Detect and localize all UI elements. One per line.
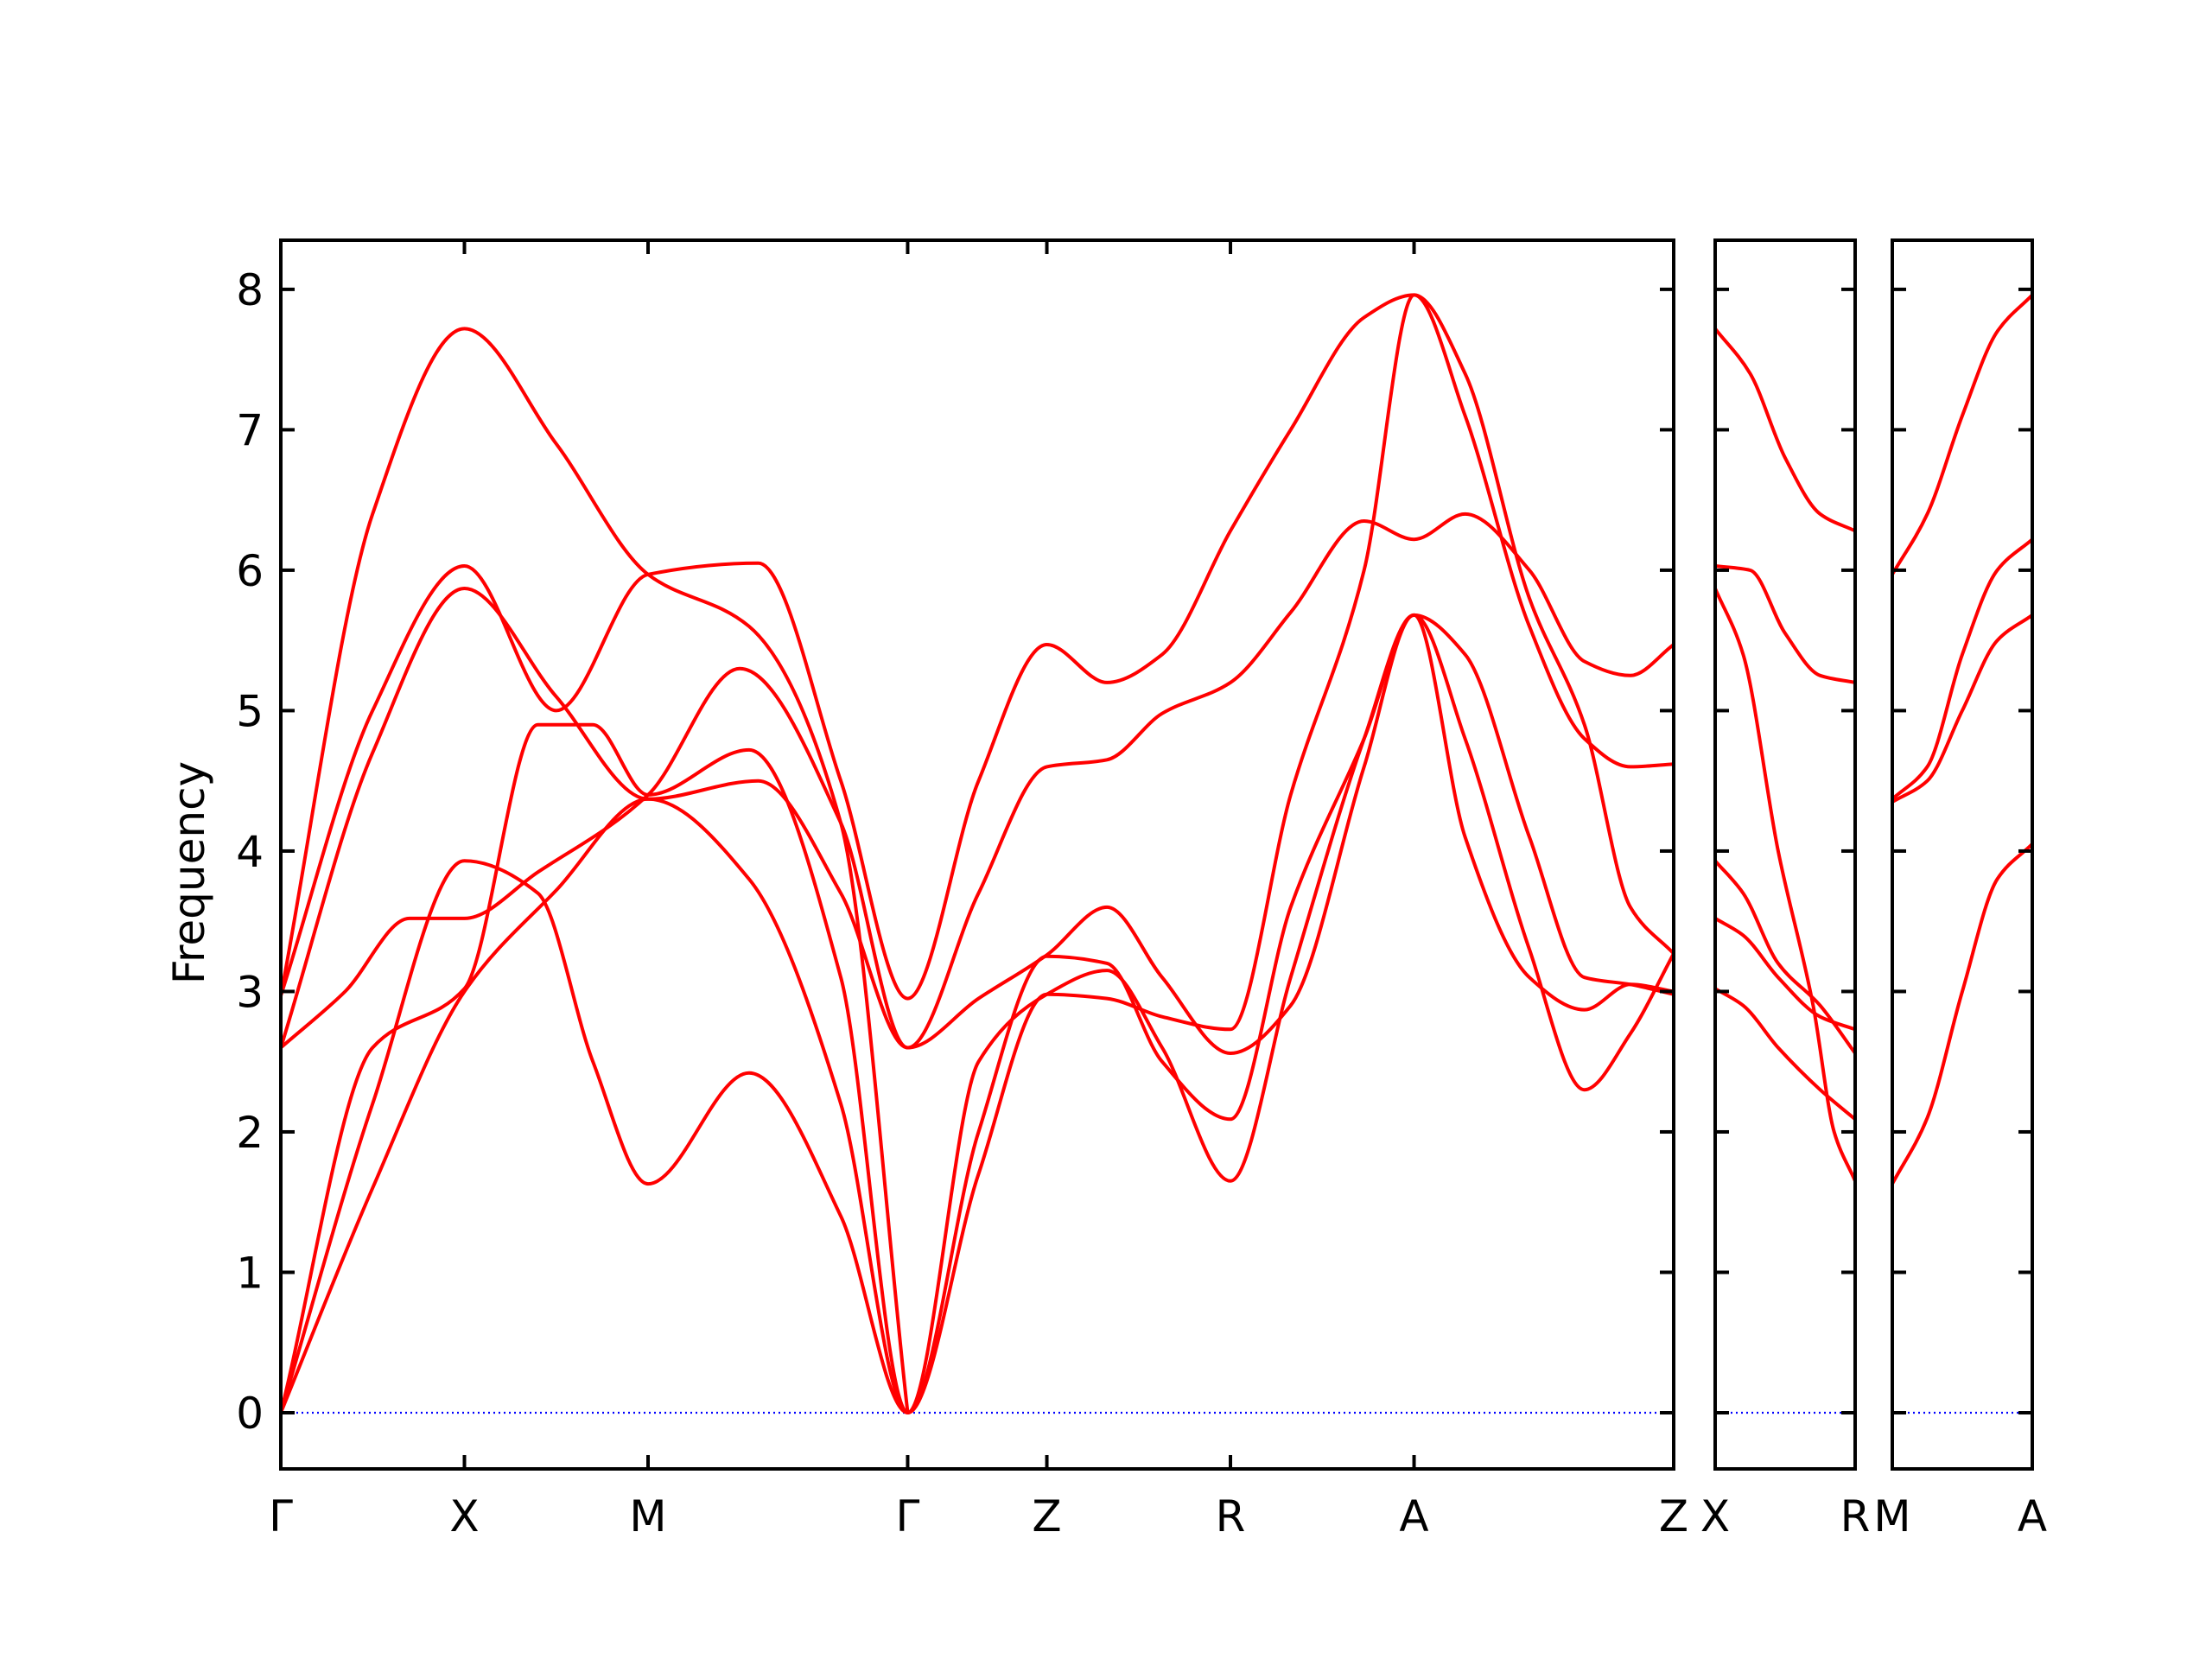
band-line-6 (1715, 987, 1855, 1122)
y-tick-label: 4 (236, 827, 264, 877)
y-axis-label: Frequency (164, 761, 214, 984)
band-line-3 (1715, 587, 1855, 1183)
band-line-6 (281, 293, 1674, 1001)
x-tick-label: Z (1659, 1491, 1688, 1541)
band-line-1 (281, 293, 1674, 1414)
y-tick-label: 6 (236, 546, 264, 596)
band-line-5 (281, 512, 1674, 1050)
x-tick-label: M (629, 1491, 666, 1541)
band-line-4 (1715, 859, 1855, 1055)
bands-group (281, 293, 1674, 1414)
y-tick-label: 0 (236, 1389, 264, 1439)
band-line-3 (281, 613, 1674, 1414)
panel-frame (279, 238, 1675, 1471)
y-tick-label: 5 (236, 686, 264, 736)
x-tick-label: X (1700, 1491, 1730, 1541)
y-tick-label: 8 (236, 265, 264, 315)
band-line-1 (1892, 293, 2032, 576)
band-line-7 (281, 327, 910, 1414)
x-tick-label: Z (1032, 1491, 1061, 1541)
y-tick-label: 3 (236, 967, 264, 1017)
band-line-2 (281, 613, 1674, 1414)
y-tick-label: 1 (236, 1248, 264, 1298)
x-tick-label: A (2018, 1491, 2047, 1541)
band-line-4 (281, 613, 1674, 1055)
bands-group (1715, 327, 1855, 1183)
bands-group (1892, 293, 2032, 1186)
y-tick-label: 7 (236, 405, 264, 455)
x-tick-label: X (449, 1491, 479, 1541)
band-line-2 (1892, 537, 2032, 801)
band-line-1 (1715, 327, 1855, 533)
x-tick-label: M (1873, 1491, 1910, 1541)
y-tick-label: 2 (236, 1108, 264, 1158)
band-line-5 (1715, 916, 1855, 1032)
x-tick-label: A (1399, 1491, 1428, 1541)
band-line-4 (1892, 842, 2032, 1186)
panel-frame (1891, 238, 2034, 1471)
x-tick-label: Γ (896, 1491, 920, 1541)
x-tick-label: Γ (269, 1491, 293, 1541)
band-line-2 (1715, 564, 1855, 684)
panel-1: Γ X M Γ Z R A Z 0 1 2 3 4 5 6 7 8 (236, 238, 1688, 1541)
panel-frame (1713, 238, 1857, 1471)
band-line-3 (1892, 613, 2032, 804)
x-tick-label: R (1840, 1491, 1871, 1541)
x-tick-label: R (1216, 1491, 1246, 1541)
